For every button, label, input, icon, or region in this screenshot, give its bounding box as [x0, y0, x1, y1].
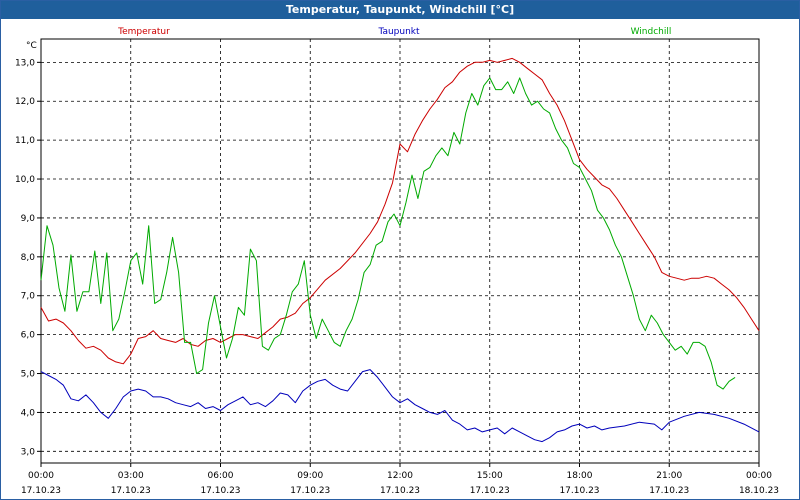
legend-temperatur: Temperatur [117, 27, 170, 37]
x-tick-time: 21:00 [656, 471, 682, 481]
x-tick-date: 17.10.23 [290, 486, 330, 496]
x-tick-date: 17.10.23 [200, 486, 240, 496]
y-tick-label: 5,0 [21, 370, 36, 380]
y-tick-label: 7,0 [21, 292, 36, 302]
series-lines [40, 57, 760, 443]
x-tick-time: 12:00 [387, 471, 413, 481]
y-axis-unit: °C [26, 41, 37, 51]
series-line-taupunkt [40, 369, 760, 443]
x-tick-time: 00:00 [746, 471, 772, 481]
grid-lines [41, 39, 759, 463]
x-tick-date: 17.10.23 [111, 486, 151, 496]
y-tick-label: 9,0 [21, 214, 36, 224]
y-tick-label: 13,0 [15, 58, 35, 68]
y-tick-label: 10,0 [15, 175, 35, 185]
x-tick-date: 17.10.23 [21, 486, 61, 496]
x-tick-time: 06:00 [208, 471, 234, 481]
x-tick-date: 17.10.23 [649, 486, 689, 496]
x-tick-time: 00:00 [28, 471, 54, 481]
y-tick-label: 3,0 [21, 447, 36, 457]
y-tick-label: 12,0 [15, 97, 35, 107]
y-tick-label: 11,0 [15, 136, 35, 146]
chart-title: Temperatur, Taupunkt, Windchill [°C] [1, 1, 799, 19]
x-axis-ticks: 00:00 17.10.23 03:00 17.10.23 06:00 17.10.23 0… [21, 463, 779, 496]
y-tick-label: 8,0 [21, 253, 36, 263]
legend-windchill: Windchill [631, 27, 672, 37]
y-tick-label: 6,0 [21, 331, 36, 341]
y-tick-label: 4,0 [21, 408, 36, 418]
y-axis-ticks: 3,0 4,0 5,0 6,0 7,0 8,0 9,0 10,0 11,0 12,0 13,0 [15, 58, 41, 457]
x-tick-date: 18.10.23 [739, 486, 779, 496]
x-tick-date: 17.10.23 [470, 486, 510, 496]
x-tick-time: 15:00 [477, 471, 503, 481]
x-tick-date: 17.10.23 [559, 486, 599, 496]
x-tick-time: 09:00 [297, 471, 323, 481]
series-line-windchill [40, 77, 736, 390]
series-line-temperatur [40, 57, 760, 365]
legend-taupunkt: Taupunkt [377, 27, 420, 37]
x-tick-date: 17.10.23 [380, 486, 420, 496]
x-tick-time: 18:00 [567, 471, 593, 481]
x-tick-time: 03:00 [118, 471, 144, 481]
